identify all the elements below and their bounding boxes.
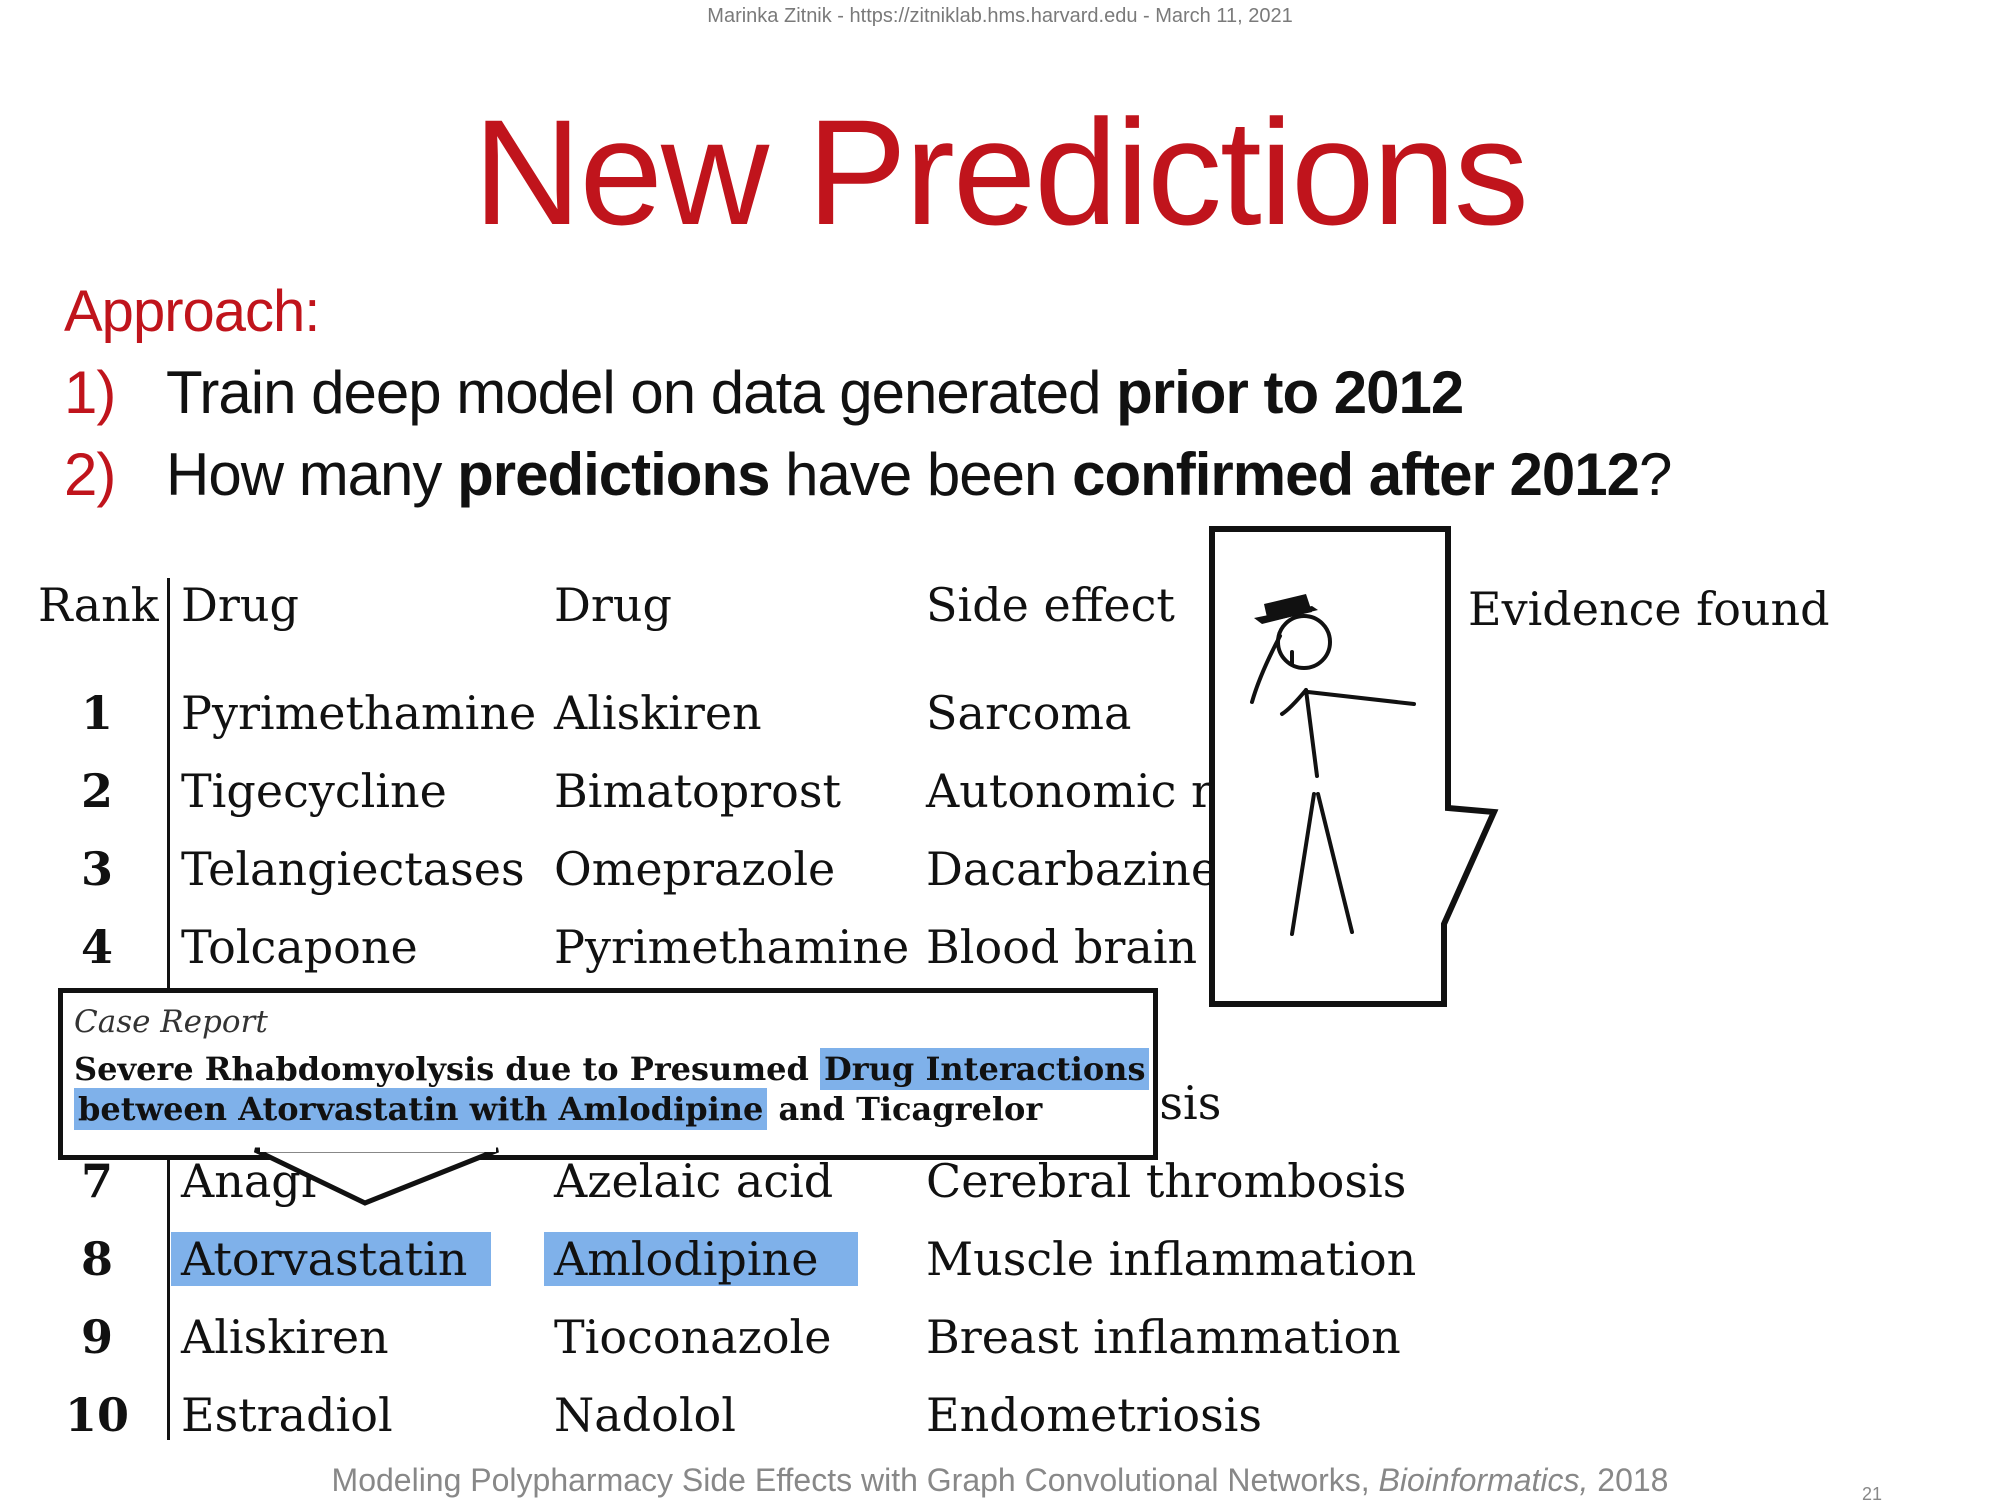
approach-item-2: 2) How many predictions have been confirm…	[64, 440, 1672, 509]
case-report-title-line-2: between Atorvastatin with Amlodipine and…	[74, 1088, 1043, 1130]
table-cell-drug: Estradiol	[181, 1392, 393, 1438]
table-cell-side-effect: Endometriosis	[926, 1392, 1262, 1438]
table-cell-rank: 3	[80, 842, 113, 896]
cell-text: Autonomic r	[926, 764, 1214, 818]
table-cell-side-effect: Sarcoma	[926, 690, 1131, 736]
table-cell-side-effect: Cerebral thrombosis	[926, 1158, 1406, 1204]
table-cell-drug: Pyrimethamine	[181, 690, 536, 736]
cell-text: Muscle inflammation	[926, 1232, 1417, 1286]
cell-text: Blood brain	[926, 920, 1198, 974]
case-report-text: Severe Rhabdomyolysis due to Presumed	[74, 1050, 821, 1088]
citation-text: Modeling Polypharmacy Side Effects with …	[331, 1462, 1379, 1498]
slide-header: Marinka Zitnik - https://zitniklab.hms.h…	[707, 5, 1293, 27]
table-cell-drug: Aliskiren	[554, 690, 762, 736]
cell-text: Dacarbazine	[926, 842, 1219, 896]
table-cell-drug: Omeprazole	[554, 846, 835, 892]
cell-text: Breast inflammation	[926, 1310, 1401, 1364]
cell-text: Amlodipine	[544, 1232, 859, 1286]
table-cell-drug: Nadolol	[554, 1392, 736, 1438]
table-cell-rank: 9	[80, 1310, 113, 1364]
citation-year: 2018	[1588, 1462, 1669, 1498]
citation-journal: Bioinformatics,	[1378, 1462, 1589, 1498]
case-report-label: Case Report	[74, 1004, 268, 1040]
table-cell-drug: Anagr	[181, 1158, 323, 1204]
table-cell-side-effect: Blood brain	[926, 924, 1197, 970]
table-cell-drug: Atorvastatin	[171, 1232, 492, 1286]
table-cell-rank: 1	[80, 686, 113, 740]
item-emphasis: predictions	[457, 441, 770, 508]
cell-text: Pyrimethamine	[181, 686, 537, 740]
table-cell-side-effect: Dacarbazine	[926, 846, 1218, 892]
cell-text: Anagr	[181, 1154, 323, 1208]
page-number: 21	[1862, 1484, 1883, 1504]
cell-text: Tigecycline	[181, 764, 447, 818]
approach-label: Approach:	[64, 279, 320, 344]
case-report-title-line-1: Severe Rhabdomyolysis due to Presumed Dr…	[74, 1048, 1150, 1090]
cell-text: Pyrimethamine	[554, 920, 910, 974]
table-cell-drug: Amlodipine	[544, 1232, 859, 1286]
item-text: How many	[166, 441, 458, 508]
cell-text: Telangiectases	[181, 842, 525, 896]
cell-text: Cerebral thrombosis	[926, 1154, 1407, 1208]
table-cell-drug: Aliskiren	[181, 1314, 389, 1360]
cell-text: Estradiol	[181, 1388, 393, 1442]
cell-text: Nadolol	[554, 1388, 736, 1442]
stick-figure-detective-icon	[1209, 526, 1499, 1007]
item-emphasis: confirmed after 2012	[1072, 441, 1640, 508]
table-cell-rank: 7	[80, 1154, 113, 1208]
table-cell-side-effect: Muscle inflammation	[926, 1236, 1416, 1282]
table-cell-drug: Pyrimethamine	[554, 924, 909, 970]
table-cell-drug: Azelaic acid	[554, 1158, 833, 1204]
item-number: 1)	[64, 359, 116, 426]
table-cell-drug: Tolcapone	[181, 924, 418, 970]
cell-text: Aliskiren	[554, 686, 762, 740]
cell-text: Tioconazole	[554, 1310, 832, 1364]
table-cell-rank: 10	[64, 1388, 129, 1442]
header-side-effect: Side effect	[926, 578, 1175, 632]
table-cell-side-effect: Breast inflammation	[926, 1314, 1401, 1360]
table-cell-rank: 4	[80, 920, 113, 974]
item-text: ?	[1638, 441, 1672, 508]
case-report-highlight: between Atorvastatin with Amlodipine	[74, 1088, 768, 1130]
cell-text: Omeprazole	[554, 842, 836, 896]
table-cell-drug: Telangiectases	[181, 846, 525, 892]
table-cell-drug: Bimatoprost	[554, 768, 841, 814]
cell-text: Bimatoprost	[554, 764, 841, 818]
table-cell-side-effect: Autonomic r	[926, 768, 1213, 814]
header-drug-1: Drug	[181, 578, 299, 632]
cell-text: Sarcoma	[926, 686, 1132, 740]
case-report-highlight: Drug Interactions	[820, 1048, 1150, 1090]
item-emphasis: prior to 2012	[1116, 359, 1464, 426]
cell-text: Atorvastatin	[171, 1232, 492, 1286]
item-text: Train deep model on data generated	[166, 359, 1117, 426]
cell-text: Azelaic acid	[554, 1154, 834, 1208]
cell-text: Aliskiren	[181, 1310, 389, 1364]
cell-text: Endometriosis	[926, 1388, 1262, 1442]
table-cell-rank: 8	[80, 1232, 113, 1286]
slide-title: New Predictions	[473, 88, 1529, 256]
header-rank: Rank	[38, 578, 159, 632]
citation-footer: Modeling Polypharmacy Side Effects with …	[0, 1462, 2000, 1499]
item-number: 2)	[64, 441, 116, 508]
item-text: have been	[769, 441, 1073, 508]
header-evidence-found: Evidence found	[1468, 582, 1830, 636]
table-cell-drug: Tigecycline	[181, 768, 447, 814]
cell-text: Tolcapone	[181, 920, 418, 974]
table-cell-rank: 2	[80, 764, 113, 818]
table-cell-drug: Tioconazole	[554, 1314, 831, 1360]
case-report-text: and Ticagrelor	[767, 1090, 1043, 1128]
header-drug-2: Drug	[554, 578, 672, 632]
approach-item-1: 1) Train deep model on data generated pri…	[64, 358, 1464, 427]
